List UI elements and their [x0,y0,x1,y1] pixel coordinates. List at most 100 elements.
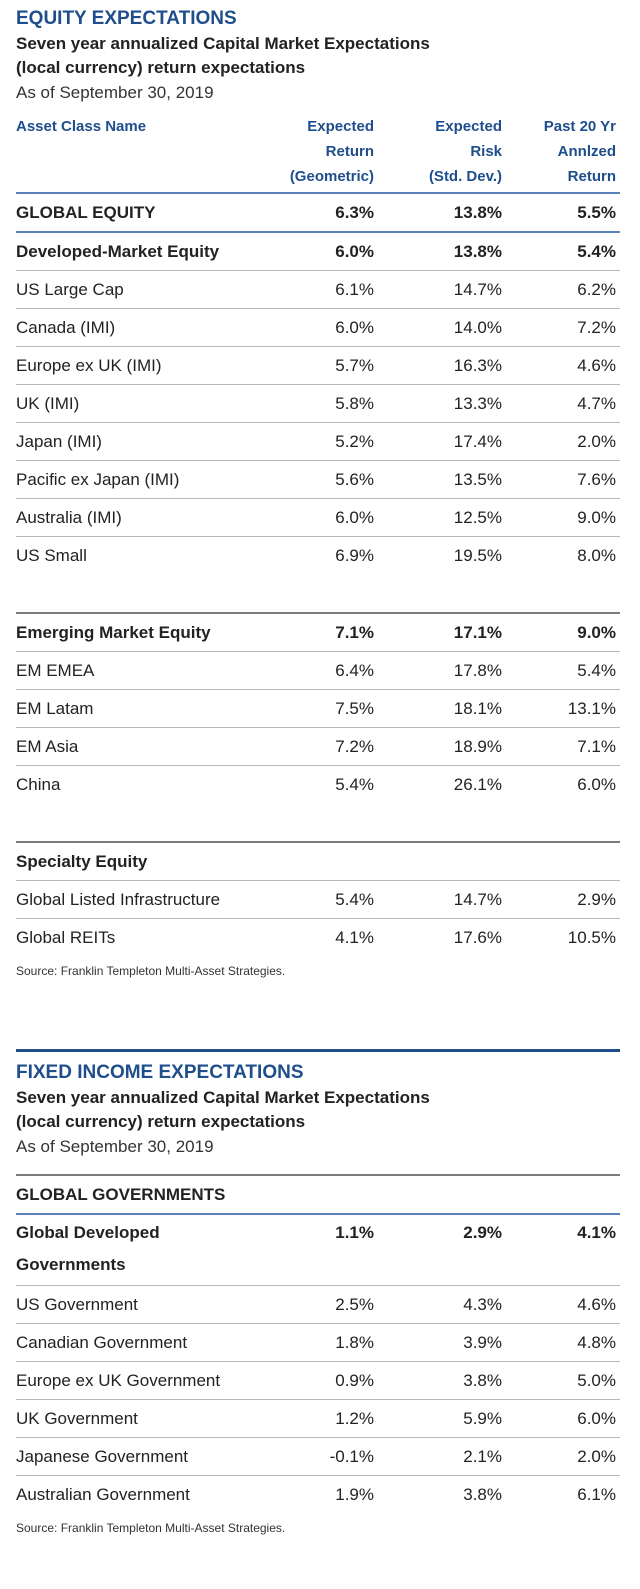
cell-name: Global REITs [16,928,116,947]
cell-return: 2.5% [335,1295,374,1314]
cell-risk: 3.9% [463,1333,502,1352]
cell-past: 7.1% [577,737,616,756]
cell-return: 6.1% [335,280,374,299]
cell-name: Developed-Market Equity [16,242,220,261]
header-line: Annlzed [557,143,616,160]
table-row: Japanese Government -0.1% 2.1% 2.0% [16,1438,620,1476]
spacer [16,1160,620,1176]
cell-return: 7.2% [335,737,374,756]
table-row: Europe ex UK (IMI) 5.7% 16.3% 4.6% [16,347,620,385]
cell-past: 6.0% [577,775,616,794]
cell-past: 13.1% [567,699,616,718]
table-row: Emerging Market Equity 7.1% 17.1% 9.0% [16,614,620,652]
cell-risk: 3.8% [463,1371,502,1390]
cell-return: 6.3% [335,203,374,222]
cell-name: Australia (IMI) [16,508,122,527]
cell-name: Global Listed Infrastructure [16,890,221,909]
cell-past: 4.8% [577,1333,616,1352]
cell-risk: 13.3% [453,394,502,413]
fixed-source: Source: Franklin Templeton Multi-Asset S… [16,1521,286,1535]
cell-return: 1.1% [335,1223,374,1242]
cell-return: -0.1% [329,1447,374,1466]
cell-risk: 17.6% [453,928,502,947]
cell-risk: 14.7% [453,280,502,299]
cell-name: UK (IMI) [16,394,80,413]
cell-risk: 13.8% [453,242,502,261]
cell-risk: 17.8% [453,661,502,680]
cell-name: Canada (IMI) [16,318,116,337]
specialty-rows: Specialty Equity Global Listed Infrastruc… [16,843,620,956]
table-row-global-developed-governments: Global Developed Governments 1.1% 2.9% 4… [16,1215,620,1286]
cell-name: EM Asia [16,737,79,756]
fixed-title: FIXED INCOME EXPECTATIONS [16,1062,304,1083]
cell-return: 1.2% [335,1409,374,1428]
equity-as-of: As of September 30, 2019 [16,83,214,102]
table-row: Global REITs 4.1% 17.6% 10.5% [16,919,620,956]
table-row: US Government 2.5% 4.3% 4.6% [16,1286,620,1324]
cell-name: Specialty Equity [16,852,148,871]
developed-rows: Developed-Market Equity 6.0% 13.8% 5.4% US L… [16,233,620,574]
cell-risk: 14.0% [453,318,502,337]
cell-name: EM EMEA [16,661,95,680]
cell-return: 1.8% [335,1333,374,1352]
cell-return: 5.4% [335,775,374,794]
cell-past: 7.2% [577,318,616,337]
section-divider [16,1049,620,1052]
cell-name: Emerging Market Equity [16,623,211,642]
cell-past: 2.9% [577,890,616,909]
cell-past: 8.0% [577,546,616,565]
fixed-subtitle-line2: (local currency) return expectations [16,1112,306,1131]
cell-risk: 2.1% [463,1447,502,1466]
cell-risk: 19.5% [453,546,502,565]
cell-return: 6.0% [335,318,374,337]
table-row: Australian Government 1.9% 3.8% 6.1% [16,1476,620,1513]
cell-past: 2.0% [577,1447,616,1466]
cell-return: 6.0% [335,508,374,527]
cell-name: China [16,775,61,794]
cell-name: Pacific ex Japan (IMI) [16,470,180,489]
cell-return: 7.5% [335,699,374,718]
cell-return: 4.1% [335,928,374,947]
cell-past: 4.6% [577,1295,616,1314]
cell-name: Australian Government [16,1485,190,1504]
cell-risk: 12.5% [453,508,502,527]
table-row: China 5.4% 26.1% 6.0% [16,766,620,803]
cell-name: US Government [16,1295,138,1314]
cell-past: 6.0% [577,1409,616,1428]
table-row: UK Government 1.2% 5.9% 6.0% [16,1400,620,1438]
header-expected-risk: Expected Risk (Std. Dev.) [392,114,502,189]
cell-return: 5.4% [335,890,374,909]
cell-risk: 14.7% [453,890,502,909]
cell-risk: 16.3% [453,356,502,375]
cell-name: US Small [16,546,87,565]
cell-name: GLOBAL GOVERNMENTS [16,1185,226,1204]
header-line: Expected [435,118,502,135]
fixed-rows: US Government 2.5% 4.3% 4.6% Canadian Govern… [16,1286,620,1513]
cell-return: 6.9% [335,546,374,565]
table-row-global-governments: GLOBAL GOVERNMENTS [16,1176,620,1215]
cell-past: 5.5% [577,203,616,222]
cell-past: 6.1% [577,1485,616,1504]
cell-past: 6.2% [577,280,616,299]
header-expected-return: Expected Return (Geometric) [264,114,374,189]
cell-name: GLOBAL EQUITY [16,203,156,222]
cell-past: 5.4% [577,661,616,680]
cell-risk: 2.9% [463,1223,502,1242]
spacer [16,803,620,843]
table-row: Europe ex UK Government 0.9% 3.8% 5.0% [16,1362,620,1400]
cell-past: 9.0% [577,623,616,642]
header-line: Past 20 Yr [543,118,616,135]
cell-return: 5.8% [335,394,374,413]
table-row: US Large Cap 6.1% 14.7% 6.2% [16,271,620,309]
table-row: Developed-Market Equity 6.0% 13.8% 5.4% [16,233,620,271]
spacer [16,574,620,614]
header-line: Risk [470,143,502,160]
table-row: EM EMEA 6.4% 17.8% 5.4% [16,652,620,690]
equity-subtitle-line1: Seven year annualized Capital Market Exp… [16,34,430,53]
cell-return: 5.6% [335,470,374,489]
cell-return: 5.7% [335,356,374,375]
equity-section: EQUITY EXPECTATIONS Seven year annualize… [16,6,620,982]
emerging-rows: Emerging Market Equity 7.1% 17.1% 9.0% EM EM… [16,614,620,803]
cell-risk: 26.1% [453,775,502,794]
